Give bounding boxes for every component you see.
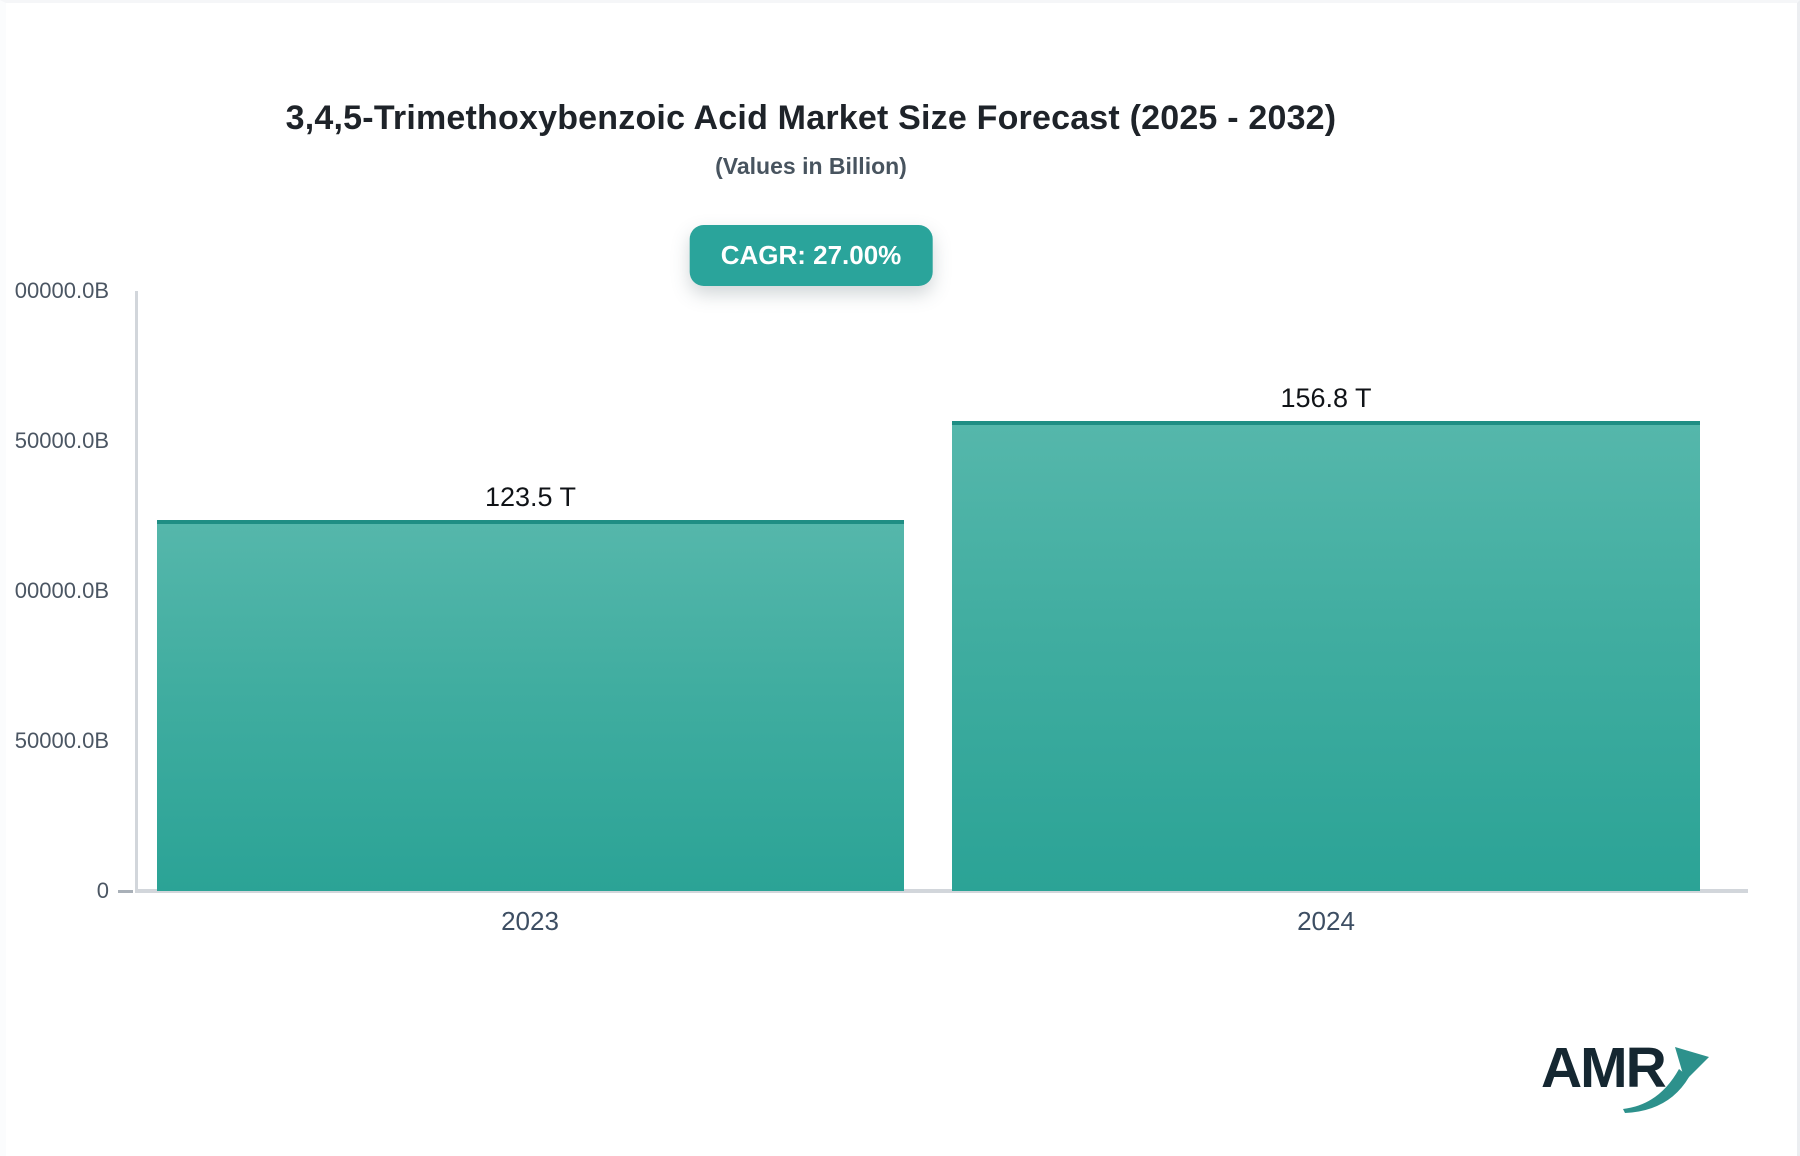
- growth-arrow-icon: [1623, 1047, 1709, 1113]
- x-axis-tick-label: 2023: [501, 906, 559, 936]
- bar-value-label: 156.8 T: [1280, 383, 1372, 413]
- bar-group-2023: 123.5 T: [157, 482, 904, 891]
- chart-subtitle: (Values in Billion): [715, 153, 907, 179]
- y-axis-tick-label: 00000.0B: [14, 578, 109, 603]
- x-axis-tick-label: 2024: [1297, 906, 1355, 936]
- chart-title: 3,4,5-Trimethoxybenzoic Acid Market Size…: [285, 99, 1337, 137]
- cagr-badge: CAGR: 27.00%: [689, 225, 933, 286]
- x-axis-baseline: [135, 889, 1748, 893]
- zero-tick-mark: [118, 890, 133, 893]
- bar-value-label: 123.5 T: [484, 482, 577, 512]
- bar-2024: [952, 421, 1700, 891]
- amr-logo: AMR: [1541, 1035, 1731, 1115]
- bar-2023: [157, 520, 904, 891]
- y-axis-tick-label: 00000.0B: [14, 278, 109, 303]
- y-axis-tick-label: 0: [96, 878, 109, 903]
- y-axis-tick-label: 50000.0B: [14, 428, 109, 453]
- bar-group-2024: 156.8 T: [952, 383, 1700, 891]
- amr-logo-text: AMR: [1541, 1036, 1667, 1100]
- plot-area: 00000.0B 50000.0B 00000.0B 50000.0B 0 12…: [6, 3, 1800, 1156]
- y-axis-tick-label: 50000.0B: [14, 728, 109, 753]
- y-axis-line: [135, 291, 138, 891]
